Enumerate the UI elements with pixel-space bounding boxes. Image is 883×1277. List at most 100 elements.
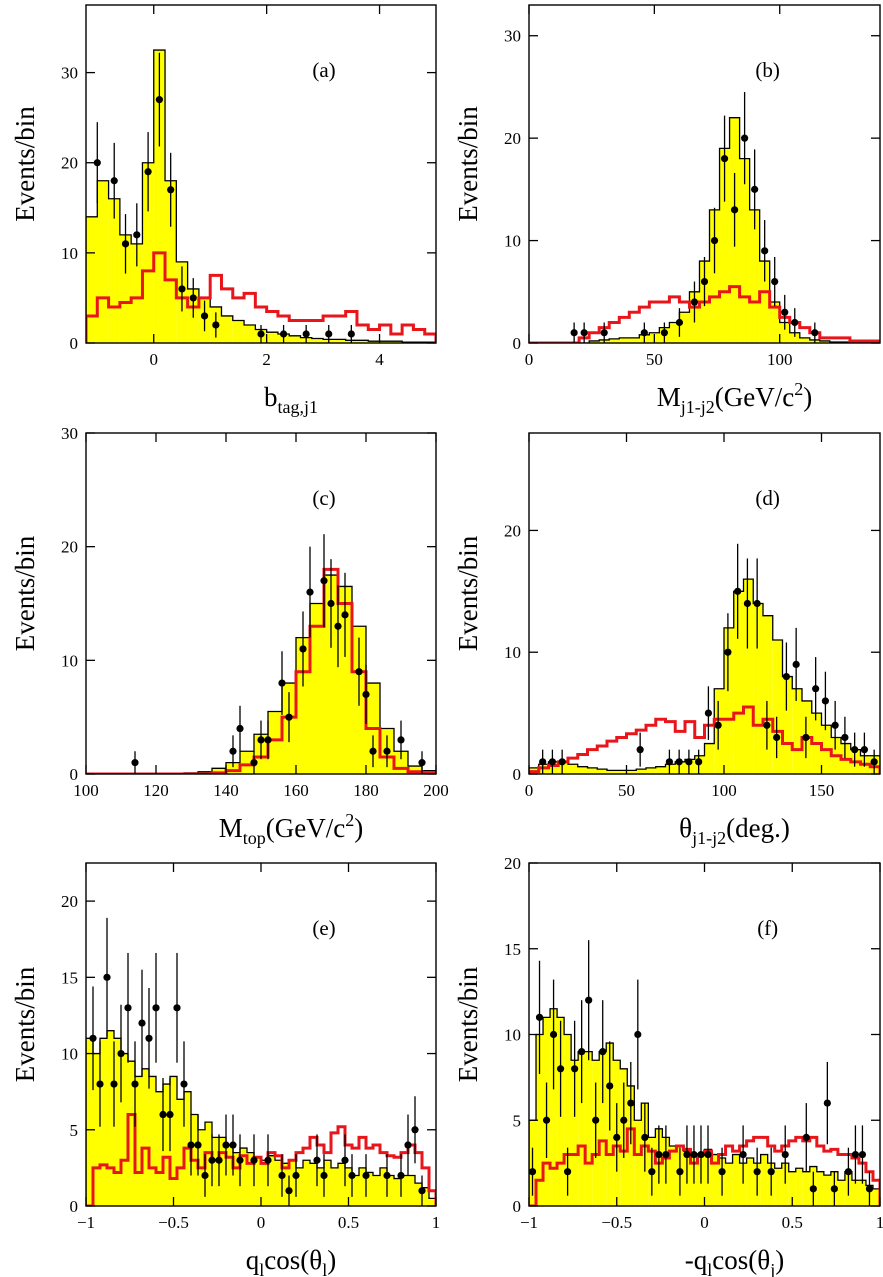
signal-bar	[142, 1068, 149, 1206]
signal-bar	[550, 1008, 558, 1206]
panel-tag: (e)	[312, 916, 335, 940]
x-tick-label: 200	[423, 781, 449, 800]
data-point	[767, 1147, 775, 1196]
data-point	[802, 1103, 810, 1172]
data-marker	[580, 329, 588, 337]
signal-bar	[240, 1148, 247, 1206]
y-tick-label: 30	[61, 64, 78, 83]
data-point	[121, 214, 130, 274]
data-point	[753, 1147, 761, 1196]
data-marker	[539, 758, 547, 766]
data-marker	[131, 759, 139, 767]
data-point	[860, 732, 869, 767]
data-marker	[124, 1004, 132, 1012]
data-point	[320, 534, 328, 628]
signal-histogram-outline	[529, 578, 880, 774]
data-point	[110, 1041, 118, 1127]
data-marker	[685, 758, 693, 766]
signal-bar	[739, 1163, 747, 1206]
data-point	[229, 735, 237, 768]
data-marker	[558, 758, 566, 766]
data-point	[299, 611, 307, 687]
plot-area	[529, 92, 880, 343]
y-tick-label: 5	[513, 1111, 522, 1130]
data-marker	[811, 329, 819, 337]
data-marker	[831, 721, 839, 729]
panel-tag: (b)	[755, 58, 780, 82]
data-marker	[93, 159, 101, 167]
signal-bar	[387, 1175, 394, 1206]
x-axis-label: -qlcos(θj)	[685, 1245, 784, 1277]
signal-bar	[655, 766, 666, 774]
signal-bar	[219, 1137, 226, 1206]
data-point	[811, 322, 819, 343]
data-point	[278, 1154, 286, 1197]
data-marker	[660, 329, 668, 337]
data-point	[187, 1114, 195, 1176]
data-marker	[606, 1082, 614, 1090]
data-point	[327, 559, 335, 648]
signal-bar	[356, 340, 369, 343]
x-axis-label: qlcos(θl)	[246, 1245, 336, 1277]
data-marker	[229, 1141, 237, 1149]
data-marker	[418, 759, 426, 767]
data-marker	[306, 588, 314, 596]
data-marker	[229, 747, 237, 755]
data-point	[792, 627, 800, 701]
data-point	[812, 657, 820, 721]
signal-bar	[858, 1180, 866, 1206]
data-marker	[592, 1116, 600, 1124]
data-point	[208, 1134, 216, 1187]
data-marker	[292, 1171, 300, 1180]
data-point	[529, 1147, 537, 1196]
data-point	[369, 735, 377, 768]
x-tick-label: 0	[149, 350, 158, 369]
signal-bar	[221, 315, 233, 343]
data-marker	[802, 1133, 810, 1141]
data-marker	[753, 599, 761, 608]
data-marker	[600, 329, 608, 337]
data-point	[166, 1077, 174, 1152]
x-axis-label: btag,j1	[264, 382, 318, 417]
data-marker	[751, 185, 759, 193]
data-marker	[655, 1150, 663, 1159]
data-marker	[851, 1150, 860, 1159]
data-point	[341, 1134, 349, 1187]
signal-bar	[212, 1137, 219, 1206]
data-point	[830, 1171, 838, 1206]
x-tick-label: 100	[767, 350, 793, 369]
data-marker	[166, 1110, 174, 1119]
signal-bar	[232, 320, 245, 343]
data-point	[212, 312, 220, 338]
data-marker	[89, 1034, 97, 1042]
data-point	[802, 716, 810, 759]
data-marker	[700, 277, 709, 286]
data-point	[279, 324, 288, 343]
signal-bar	[338, 1163, 345, 1206]
data-point	[683, 1125, 691, 1184]
data-point	[194, 1114, 202, 1176]
data-marker	[131, 1080, 139, 1088]
data-marker	[695, 758, 703, 766]
plot-frame	[85, 4, 437, 344]
signal-bar	[669, 322, 680, 343]
signal-bar	[352, 1175, 359, 1206]
data-point	[761, 220, 769, 282]
data-point	[831, 700, 839, 750]
data-point	[138, 969, 146, 1077]
signal-bar	[711, 1154, 719, 1206]
data-marker	[362, 690, 370, 699]
data-point	[117, 1004, 125, 1103]
data-marker	[782, 672, 791, 681]
signal-bar	[760, 1154, 768, 1206]
background-histogram-line	[86, 567, 436, 774]
signal-bar	[368, 341, 380, 343]
signal-bar	[589, 340, 600, 343]
signal-bar	[792, 688, 802, 774]
data-marker	[851, 746, 859, 754]
signal-bar	[816, 1171, 824, 1206]
data-point	[264, 1134, 272, 1187]
data-marker	[741, 134, 749, 142]
data-marker	[383, 1171, 391, 1180]
data-marker	[96, 1080, 104, 1088]
